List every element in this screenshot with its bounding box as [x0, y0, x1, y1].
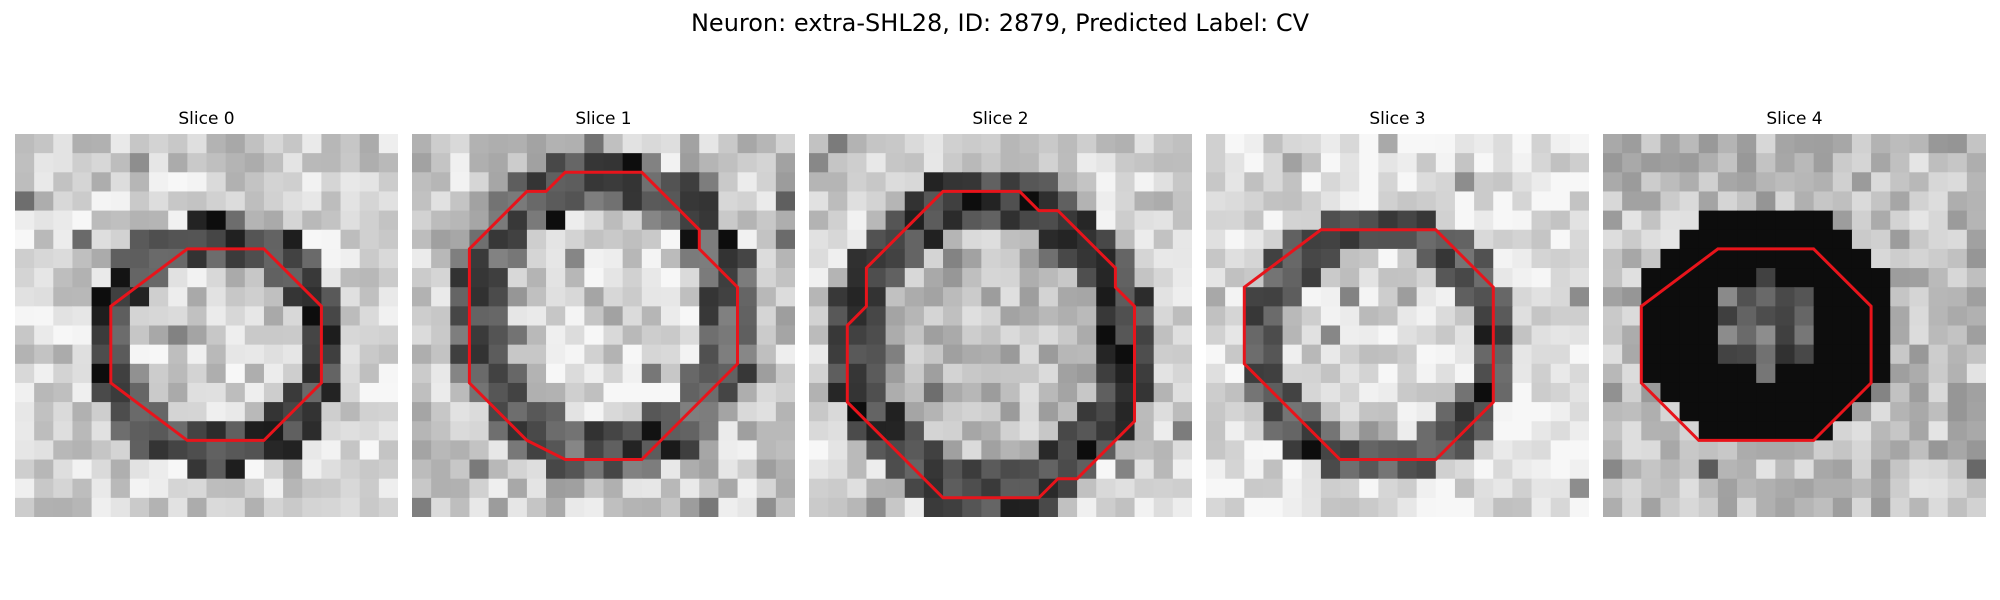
slice-image-3 — [1206, 134, 1589, 517]
roi-contour — [467, 170, 739, 461]
slice-image-2 — [809, 134, 1192, 517]
roi-contour — [109, 247, 323, 442]
roi-contour — [1242, 228, 1495, 461]
slice-image-1 — [412, 134, 795, 517]
slice-title: Slice 1 — [575, 109, 632, 129]
slice-title: Slice 4 — [1766, 109, 1823, 129]
slice-image-4 — [1603, 134, 1986, 517]
roi-contour — [1639, 247, 1873, 442]
image-pixels — [15, 134, 398, 517]
slice-panel-1: Slice 1 — [412, 108, 795, 517]
image-pixels — [1206, 134, 1589, 517]
slice-panel-4: Slice 4 — [1603, 108, 1986, 517]
figure-title: Neuron: extra-SHL28, ID: 2879, Predicted… — [690, 9, 1310, 37]
slice-panel-0: Slice 0 — [15, 108, 398, 517]
image-pixels — [809, 134, 1192, 517]
slice-title: Slice 0 — [178, 109, 235, 129]
slice-title: Slice 3 — [1369, 109, 1426, 129]
slice-panel-2: Slice 2 — [809, 108, 1192, 517]
slice-title: Slice 2 — [972, 109, 1029, 129]
slice-image-0 — [15, 134, 398, 517]
image-pixels — [412, 134, 795, 517]
slice-panel-3: Slice 3 — [1206, 108, 1589, 517]
image-pixels — [1603, 134, 1986, 517]
roi-contour — [845, 189, 1136, 500]
